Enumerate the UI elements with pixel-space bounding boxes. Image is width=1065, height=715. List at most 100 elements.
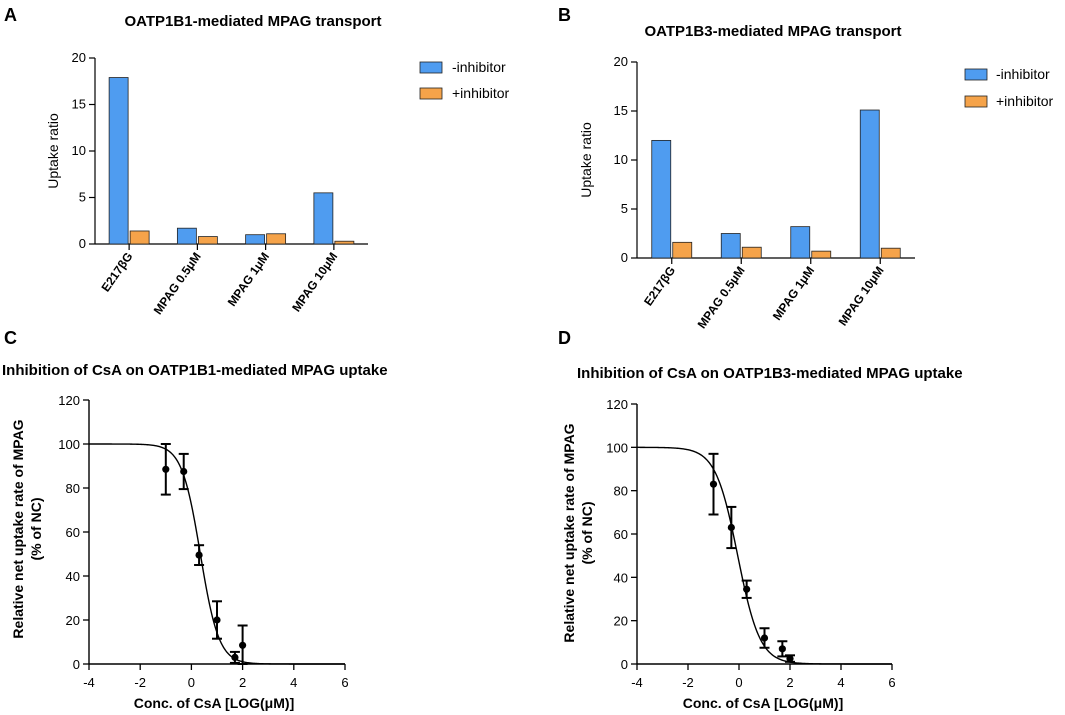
- legend-label-minus-inhibitor: -inhibitor: [452, 59, 506, 75]
- y-tick-label: 10: [614, 152, 628, 167]
- data-point-1: [709, 480, 718, 488]
- panel-letter-a: A: [4, 5, 17, 25]
- x-tick-label: 6: [341, 675, 348, 690]
- category-label: MPAG 1μM: [225, 250, 272, 309]
- category-label: E217βG: [641, 264, 678, 309]
- legend-swatch-plus-inhibitor: [964, 95, 988, 108]
- panel-d-xlabel: Conc. of CsA [LOG(μM)]: [683, 695, 843, 711]
- panel-c-ylabel-unit: (% of NC): [28, 498, 44, 561]
- x-tick-label: 4: [290, 675, 297, 690]
- category-label: E217βG: [98, 250, 135, 295]
- x-tick-label: -4: [83, 675, 95, 690]
- panel-a-ylabel: Uptake ratio: [45, 113, 61, 189]
- x-tick-label: 2: [239, 675, 246, 690]
- panel-a-legend: -inhibitor +inhibitor: [419, 59, 510, 101]
- bar-plus-inhibitor-4: [334, 240, 355, 245]
- y-tick-label: 20: [72, 50, 86, 65]
- panel-letter-b: B: [558, 5, 571, 25]
- bar-minus-inhibitor-4: [313, 192, 334, 245]
- panel-b-title: OATP1B3-mediated MPAG transport: [645, 23, 902, 40]
- x-tick-label: 0: [735, 675, 742, 690]
- bar-plus-inhibitor-2: [197, 236, 218, 245]
- panel-c: C Inhibition of CsA on OATP1B1-mediated …: [2, 328, 388, 711]
- y-tick-label: 20: [614, 54, 628, 69]
- data-point-6: [786, 654, 794, 663]
- y-tick-label: 0: [621, 657, 628, 672]
- legend-label-minus-inhibitor: -inhibitor: [996, 66, 1050, 82]
- panel-d-ylabel: Relative net uptake rate of MPAG: [561, 423, 577, 642]
- y-tick-label: 20: [66, 613, 80, 628]
- panel-b: B OATP1B3-mediated MPAG transport Uptake…: [558, 5, 1054, 331]
- bar-plus-inhibitor-3: [811, 250, 832, 259]
- x-tick-label: -2: [682, 675, 694, 690]
- legend-label-plus-inhibitor: +inhibitor: [996, 93, 1054, 109]
- x-tick-label: -2: [134, 675, 146, 690]
- bar-minus-inhibitor-4: [859, 109, 880, 259]
- panel-a: A OATP1B1-mediated MPAG transport Uptake…: [4, 5, 510, 317]
- panel-letter-c: C: [4, 328, 17, 348]
- x-tick-label: 2: [786, 675, 793, 690]
- panel-a-plot: 0 5 10 15 20 E217βG MPAG 0.5μM MPAG 1μM MPAG 10μ…: [72, 50, 368, 317]
- panel-b-legend: -inhibitor +inhibitor: [964, 66, 1054, 109]
- y-tick-label: 60: [66, 525, 80, 540]
- bar-minus-inhibitor-1: [651, 139, 672, 259]
- data-point-6: [239, 641, 247, 649]
- data-point-1: [162, 465, 170, 473]
- y-tick-label: 0: [79, 236, 86, 251]
- bar-plus-inhibitor-1: [129, 230, 150, 245]
- panel-letter-d: D: [558, 328, 571, 348]
- y-tick-label: 5: [79, 190, 86, 205]
- y-tick-label: 60: [614, 527, 628, 542]
- bar-plus-inhibitor-1: [672, 241, 693, 259]
- legend-swatch-plus-inhibitor: [419, 87, 443, 100]
- panel-b-plot: 0 5 10 15 20 E217βG MPAG 0.5μM MPAG 1μM MPAG 10μ…: [614, 54, 915, 331]
- data-point-3: [195, 551, 203, 559]
- data-point-4: [213, 616, 221, 624]
- data-point-4: [760, 634, 769, 642]
- bar-plus-inhibitor-3: [266, 233, 287, 245]
- panel-d: D Inhibition of CsA on OATP1B3-mediated …: [558, 328, 963, 711]
- panel-d-title: Inhibition of CsA on OATP1B3-mediated MP…: [577, 365, 963, 382]
- data-point-5: [231, 653, 239, 662]
- panel-d-ylabel-unit: (% of NC): [579, 502, 595, 565]
- bar-minus-inhibitor-1: [108, 77, 129, 245]
- legend-label-plus-inhibitor: +inhibitor: [452, 85, 510, 101]
- x-tick-label: 4: [837, 675, 844, 690]
- y-tick-label: 80: [66, 481, 80, 496]
- panel-c-ylabel: Relative net uptake rate of MPAG: [10, 419, 26, 638]
- y-tick-label: 15: [72, 97, 86, 112]
- category-label: MPAG 10μM: [289, 250, 340, 315]
- y-tick-label: 20: [614, 614, 628, 629]
- y-tick-label: 0: [73, 657, 80, 672]
- y-tick-label: 120: [606, 397, 628, 412]
- bar-plus-inhibitor-2: [741, 246, 762, 259]
- x-tick-label: -4: [631, 675, 643, 690]
- y-tick-label: 5: [621, 201, 628, 216]
- panel-b-ylabel: Uptake ratio: [578, 122, 594, 198]
- data-point-2: [180, 467, 188, 476]
- category-label: MPAG 10μM: [836, 264, 887, 329]
- y-tick-label: 100: [58, 437, 80, 452]
- y-tick-label: 100: [606, 440, 628, 455]
- bar-minus-inhibitor-2: [720, 233, 741, 259]
- y-tick-label: 120: [58, 393, 80, 408]
- data-point-2: [727, 523, 735, 532]
- category-label: MPAG 1μM: [770, 264, 817, 323]
- x-tick-label: 6: [888, 675, 895, 690]
- data-point-5: [778, 645, 786, 653]
- x-tick-label: 0: [188, 675, 195, 690]
- bar-minus-inhibitor-3: [245, 234, 266, 245]
- bar-plus-inhibitor-4: [880, 247, 901, 259]
- panel-a-title: OATP1B1-mediated MPAG transport: [125, 13, 382, 30]
- panel-c-plot: 0 20 40 60 80 100 120 -4 -2 0 2 4 6: [58, 393, 348, 690]
- y-tick-label: 10: [72, 143, 86, 158]
- data-point-3: [743, 585, 751, 593]
- category-label: MPAG 0.5μM: [695, 264, 748, 331]
- panel-d-plot: 0 20 40 60 80 100 120 -4 -2 0 2 4 6: [606, 397, 895, 690]
- panel-c-title: Inhibition of CsA on OATP1B1-mediated MP…: [2, 362, 388, 379]
- category-label: MPAG 0.5μM: [151, 250, 204, 317]
- y-tick-label: 80: [614, 484, 628, 499]
- bar-minus-inhibitor-3: [790, 226, 811, 259]
- panel-c-xlabel: Conc. of CsA [LOG(μM)]: [134, 695, 294, 711]
